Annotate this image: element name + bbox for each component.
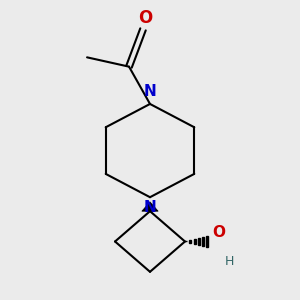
Polygon shape (189, 240, 191, 243)
Text: O: O (138, 9, 152, 27)
Polygon shape (142, 202, 158, 211)
Polygon shape (206, 236, 208, 247)
Text: O: O (212, 225, 225, 240)
Polygon shape (198, 238, 200, 245)
Text: N: N (144, 84, 156, 99)
Text: H: H (225, 256, 234, 268)
Text: N: N (144, 200, 156, 214)
Polygon shape (194, 239, 196, 244)
Polygon shape (202, 237, 204, 246)
